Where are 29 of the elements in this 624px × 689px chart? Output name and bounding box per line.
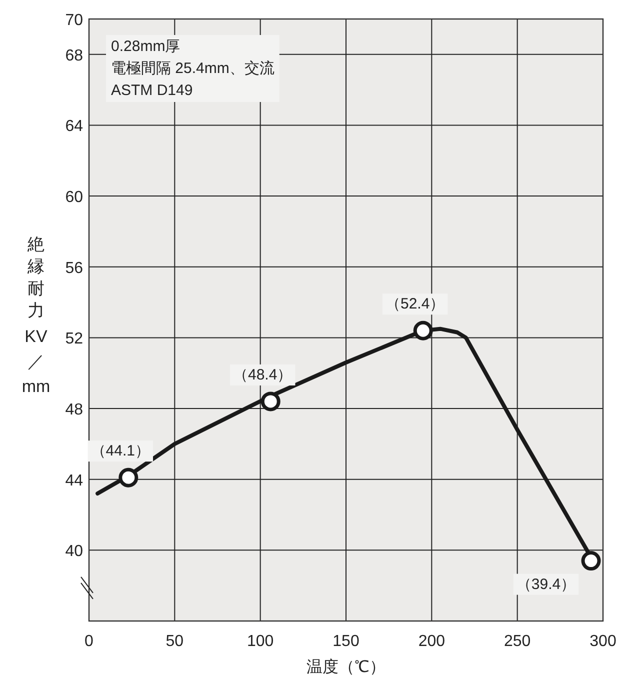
point: [260, 392, 280, 412]
x-tick-label: 150: [332, 633, 360, 650]
point: [413, 320, 433, 340]
y-tick-label: 70: [65, 12, 84, 29]
x-tick-label: 50: [166, 633, 184, 650]
data-label: （44.1）: [90, 442, 150, 460]
annotation: ASTM D149: [111, 82, 193, 99]
point: [581, 551, 601, 571]
y-tick-label: 44: [65, 472, 84, 490]
y-tick-label: 48: [65, 402, 84, 419]
x-tick-label: 100: [246, 633, 274, 650]
data-label: （39.4）: [516, 576, 576, 593]
y-tick-label: 52: [65, 330, 84, 348]
y-tick-label: 40: [65, 543, 84, 560]
y-tick-label: 68: [65, 47, 84, 64]
x-tick-label: 0: [84, 633, 94, 650]
annotation: 電極間隔 25.4mm、交流: [111, 60, 274, 77]
x-axis-title: 温度（℃）: [306, 658, 386, 676]
x-tick-label: 300: [590, 633, 616, 650]
y-tick-label: 60: [65, 189, 84, 206]
y-tick-label: 64: [65, 118, 84, 136]
data-label: （52.4）: [386, 296, 445, 313]
data-label: （48.4）: [233, 366, 292, 384]
x-tick-label: 200: [418, 633, 446, 650]
point: [118, 468, 138, 488]
x-tick-label: 250: [504, 633, 531, 650]
annotation: 0.28mm厚: [111, 38, 180, 55]
y-axis-title: 絶縁耐力 KV ／ mm: [22, 235, 50, 396]
y-tick-label: 56: [65, 260, 84, 277]
